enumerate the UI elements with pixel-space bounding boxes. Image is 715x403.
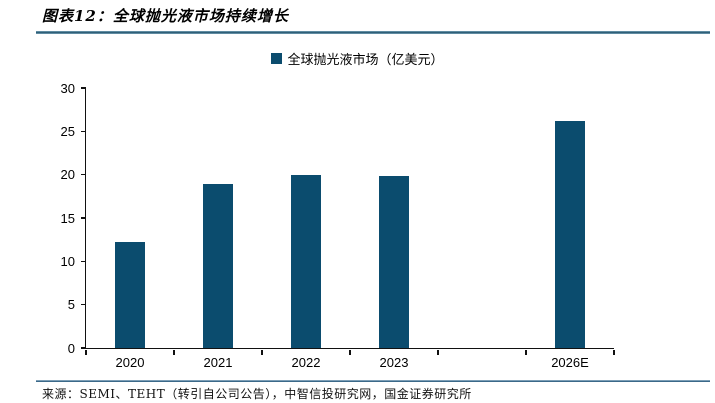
footer-divider — [36, 380, 710, 382]
x-axis-tick — [613, 349, 615, 355]
legend: 全球抛光液市场（亿美元） — [0, 49, 715, 68]
x-tick-label: 2020 — [115, 355, 145, 370]
x-tick-label: 2023 — [379, 355, 409, 370]
y-tick-label: 0 — [67, 340, 75, 356]
y-tick-label: 25 — [60, 123, 75, 139]
y-tick-label: 15 — [60, 210, 75, 226]
bar-2021 — [203, 184, 233, 348]
legend-swatch-icon — [271, 53, 283, 64]
y-tick-label: 20 — [60, 167, 75, 183]
x-axis-tick — [173, 349, 175, 355]
x-tick-label: 2026E — [551, 355, 589, 370]
page-title: 图表12：全球抛光液市场持续增长 — [42, 7, 289, 25]
x-axis-tick — [437, 349, 439, 355]
y-axis-tick — [81, 130, 86, 132]
y-tick-label: 10 — [60, 253, 75, 269]
y-axis-tick — [81, 304, 86, 306]
y-axis-tick — [81, 217, 86, 219]
y-axis-tick — [81, 347, 86, 349]
x-tick-label: 2021 — [203, 355, 233, 370]
x-axis-tick — [261, 349, 263, 355]
legend-label: 全球抛光液市场（亿美元） — [287, 53, 444, 68]
bar-2022 — [291, 174, 321, 348]
bar-2020 — [115, 242, 145, 348]
x-tick-label: 2022 — [291, 355, 321, 370]
bar-2026E — [555, 120, 585, 348]
y-axis-tick — [81, 260, 86, 262]
x-axis-tick — [85, 349, 87, 355]
y-axis-tick — [81, 174, 86, 176]
y-tick-label: 5 — [67, 297, 75, 313]
x-axis-tick — [525, 349, 527, 355]
plot-area: 0 5 10 15 20 25 30 2020 2021 2022 2023 2026E — [61, 81, 615, 370]
x-axis-tick — [349, 349, 351, 355]
source-note: 来源：SEMI、TEHT（转引自公司公告），中智信投研究网，国金证券研究所 — [42, 387, 472, 401]
y-axis-tick — [81, 87, 86, 89]
bar-2023 — [379, 176, 409, 348]
y-tick-label: 30 — [60, 80, 75, 96]
title-divider — [36, 31, 710, 34]
